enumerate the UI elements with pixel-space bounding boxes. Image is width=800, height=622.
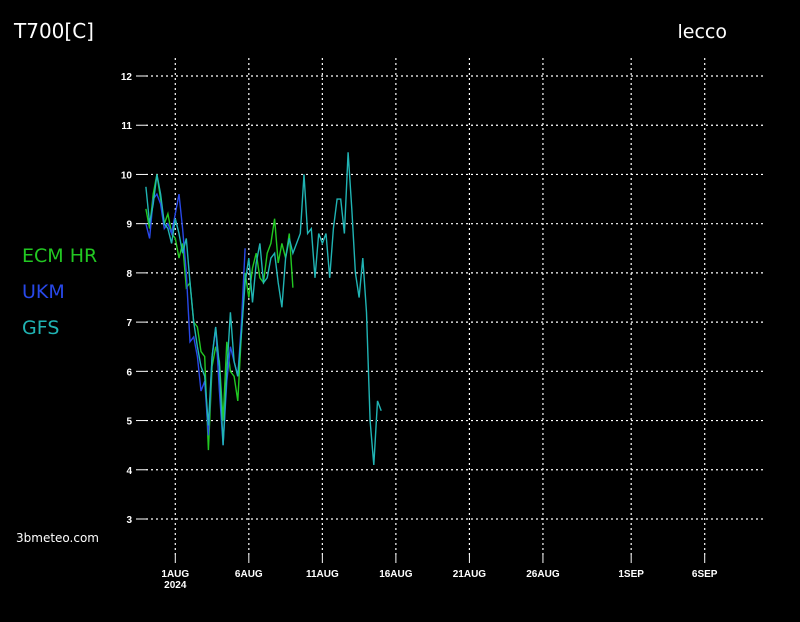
y-tick-label: 6	[126, 367, 132, 378]
year-label: 2024	[164, 580, 187, 591]
x-tick-label: 1SEP	[618, 569, 644, 580]
series-line	[145, 192, 246, 446]
x-tick-label: 16AUG	[379, 569, 413, 580]
x-tick-label: 6SEP	[692, 569, 718, 580]
series-line	[145, 174, 294, 451]
watermark: 3bmeteo.com	[16, 531, 99, 545]
x-tick-label: 26AUG	[526, 569, 560, 580]
x-tick-label: 21AUG	[453, 569, 487, 580]
y-tick-label: 12	[121, 72, 133, 83]
y-tick-label: 4	[126, 466, 132, 477]
legend-entry: GFS	[22, 317, 59, 339]
y-tick-label: 10	[121, 170, 133, 181]
legend-entry: ECM HR	[22, 245, 97, 267]
x-tick-label: 6AUG	[235, 569, 263, 580]
y-tick-label: 5	[126, 417, 132, 428]
legend-entry: UKM	[22, 281, 65, 303]
location: lecco	[678, 21, 728, 43]
x-tick-label: 11AUG	[306, 569, 339, 580]
y-tick-label: 7	[126, 318, 132, 329]
x-tick-label: 1AUG	[161, 569, 189, 580]
y-tick-label: 3	[126, 515, 132, 526]
y-tick-label: 8	[126, 269, 132, 280]
series-line	[145, 152, 382, 465]
y-tick-label: 11	[121, 121, 132, 132]
chart-title: T700[C]	[13, 19, 94, 43]
y-tick-label: 9	[126, 220, 132, 231]
